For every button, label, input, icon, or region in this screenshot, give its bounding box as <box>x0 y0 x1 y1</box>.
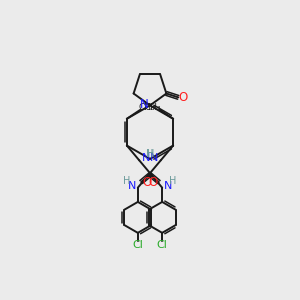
Text: H: H <box>123 176 130 186</box>
Text: N: N <box>140 98 149 111</box>
Text: N: N <box>142 153 150 163</box>
Text: CH₃: CH₃ <box>138 103 155 112</box>
Text: H: H <box>147 149 154 159</box>
Text: N: N <box>150 153 158 163</box>
Text: O: O <box>149 176 158 188</box>
Text: O: O <box>179 91 188 104</box>
Text: N: N <box>128 181 136 191</box>
Text: H: H <box>146 149 153 159</box>
Text: O: O <box>142 176 151 188</box>
Text: N: N <box>164 181 172 191</box>
Text: CH₃: CH₃ <box>145 103 162 112</box>
Text: Cl: Cl <box>157 240 168 250</box>
Text: Cl: Cl <box>132 240 143 250</box>
Text: H: H <box>169 176 177 186</box>
